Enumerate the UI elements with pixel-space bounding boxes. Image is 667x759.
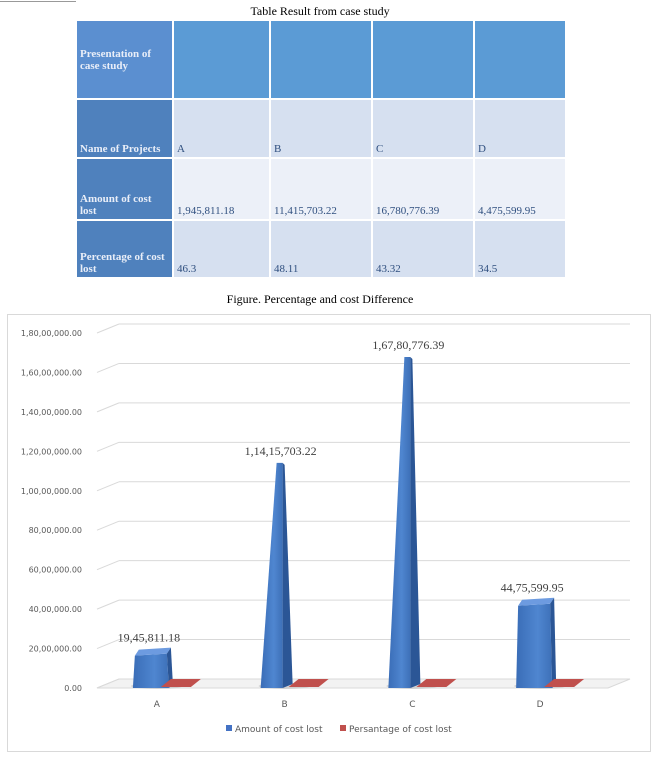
legend-label-amount: Amount of cost lost <box>235 725 323 735</box>
gridline-side <box>96 402 120 413</box>
y-tick-label: 60,00,000.00 <box>29 566 82 575</box>
header-cell <box>174 21 269 98</box>
gridline-side <box>96 639 120 650</box>
bar-percentage <box>160 679 201 687</box>
legend-swatch-percentage <box>340 725 346 731</box>
bar-amount-top <box>134 647 171 656</box>
y-tick-label: 80,00,000.00 <box>29 526 82 535</box>
gridline-side <box>96 441 120 452</box>
header-cell <box>271 21 371 98</box>
y-tick-label: 1,60,00,000.00 <box>21 368 82 377</box>
bar-percentage <box>416 679 457 687</box>
x-tick-label: B <box>282 700 288 710</box>
bar-amount-front <box>516 603 553 688</box>
data-label: 19,45,811.18 <box>118 631 181 645</box>
row-label: Percentage of cost lost <box>77 221 172 277</box>
data-label: 1,14,15,703.22 <box>245 444 317 458</box>
bar-percentage <box>288 679 329 687</box>
x-tick-label: C <box>409 700 415 710</box>
data-label: 44,75,599.95 <box>501 581 564 595</box>
table-cell: 48.11 <box>271 221 371 277</box>
table-cell: D <box>475 100 565 157</box>
table-cell: 11,415,703.22 <box>271 159 371 219</box>
table-row: Percentage of cost lost 46.3 48.11 43.32… <box>77 221 565 277</box>
chart-area: 0.00 20,00,000.00 40,00,000.00 60,00,000.00… <box>7 314 651 752</box>
x-tick-label: D <box>537 700 544 710</box>
table-cell: 43.32 <box>373 221 473 277</box>
bar-amount-front <box>260 462 283 688</box>
gridline-side <box>96 520 120 531</box>
top-rule <box>0 1 76 2</box>
bar-amount-front <box>388 357 411 688</box>
table-cell: 16,780,776.39 <box>373 159 473 219</box>
table-cell: 46.3 <box>174 221 269 277</box>
gridline-side <box>96 481 120 492</box>
bar-amount-side <box>550 597 557 688</box>
bar-amount-side <box>282 462 293 688</box>
table-cell: A <box>174 100 269 157</box>
legend-swatch-amount <box>226 725 232 731</box>
table-cell: B <box>271 100 371 157</box>
figure-title: Figure. Percentage and cost Difference <box>226 292 414 306</box>
y-tick-label: 1,40,00,000.00 <box>21 408 82 417</box>
row-label: Name of Projects <box>77 100 172 157</box>
header-cell <box>475 21 565 98</box>
bar-percentage <box>544 679 585 687</box>
table-cell: C <box>373 100 473 157</box>
data-label: 1,67,80,776.39 <box>372 338 444 352</box>
bar-amount-side <box>410 357 421 688</box>
y-tick-label: 1,00,00,000.00 <box>21 487 82 496</box>
result-table: Presentation of case study Name of Proje… <box>75 19 567 279</box>
gridline-side <box>96 560 120 571</box>
y-tick-label: 0.00 <box>64 684 82 693</box>
y-tick-label: 1,80,00,000.00 <box>21 329 82 338</box>
y-tick-label: 40,00,000.00 <box>29 605 82 614</box>
y-tick-label: 20,00,000.00 <box>29 645 82 654</box>
y-tick-label: 1,20,00,000.00 <box>21 447 82 456</box>
gridline-side <box>96 599 120 610</box>
table-cell: 4,475,599.95 <box>475 159 565 219</box>
bar-amount-front <box>132 653 169 688</box>
bar-amount-top <box>518 597 555 606</box>
table-row: Amount of cost lost 1,945,811.18 11,415,… <box>77 159 565 219</box>
table-cell: 1,945,811.18 <box>174 159 269 219</box>
x-tick-label: A <box>154 700 161 710</box>
gridline-side <box>96 323 120 334</box>
table-header-row: Presentation of case study <box>77 21 565 98</box>
header-cell <box>373 21 473 98</box>
table-row: Name of Projects A B C D <box>77 100 565 157</box>
legend-label-percentage: Persantage of cost lost <box>349 725 452 735</box>
header-label: Presentation of case study <box>77 21 172 98</box>
chart-svg: 0.00 20,00,000.00 40,00,000.00 60,00,000.00… <box>21 323 631 735</box>
chart-floor <box>96 678 631 689</box>
table-title: Table Result from case study <box>250 4 390 18</box>
bar-amount-side <box>166 647 173 688</box>
row-label: Amount of cost lost <box>77 159 172 219</box>
table-cell: 34.5 <box>475 221 565 277</box>
gridline-side <box>96 362 120 373</box>
